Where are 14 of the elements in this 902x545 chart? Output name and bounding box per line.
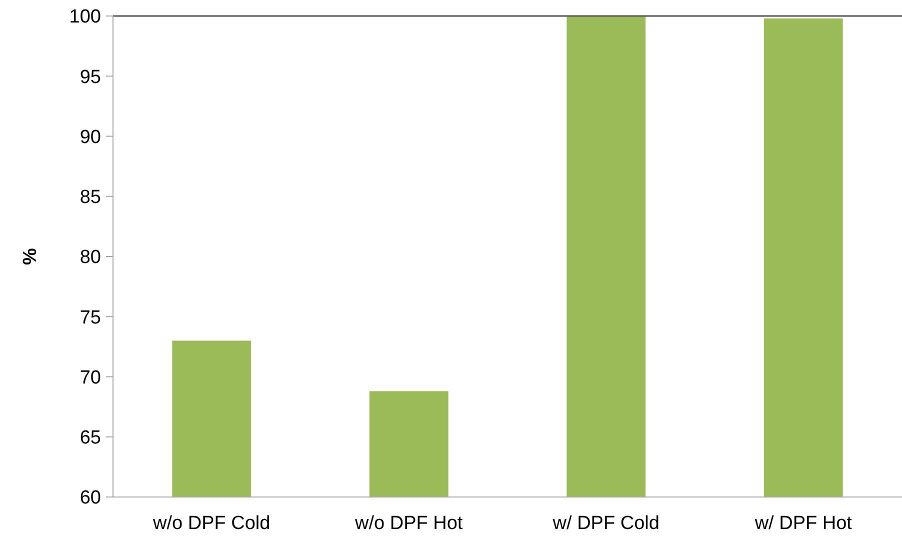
y-axis-title: % bbox=[20, 248, 41, 265]
y-tick-label: 80 bbox=[80, 247, 101, 268]
x-tick-label: w/o DPF Cold bbox=[152, 513, 270, 534]
x-tick-label: w/o DPF Hot bbox=[354, 513, 464, 534]
y-tick-label: 65 bbox=[80, 428, 101, 449]
y-tick-label: 70 bbox=[80, 367, 101, 388]
y-tick-label: 85 bbox=[80, 187, 101, 208]
x-tick-label: w/ DPF Hot bbox=[754, 513, 853, 534]
y-tick-label: 95 bbox=[80, 66, 101, 88]
y-tick-label: 90 bbox=[80, 126, 101, 148]
y-tick-label: 75 bbox=[80, 307, 101, 328]
x-tick-label: w/ DPF Cold bbox=[552, 513, 660, 534]
y-tick-label: 60 bbox=[80, 488, 101, 509]
y-tick-label: 100 bbox=[69, 6, 101, 28]
